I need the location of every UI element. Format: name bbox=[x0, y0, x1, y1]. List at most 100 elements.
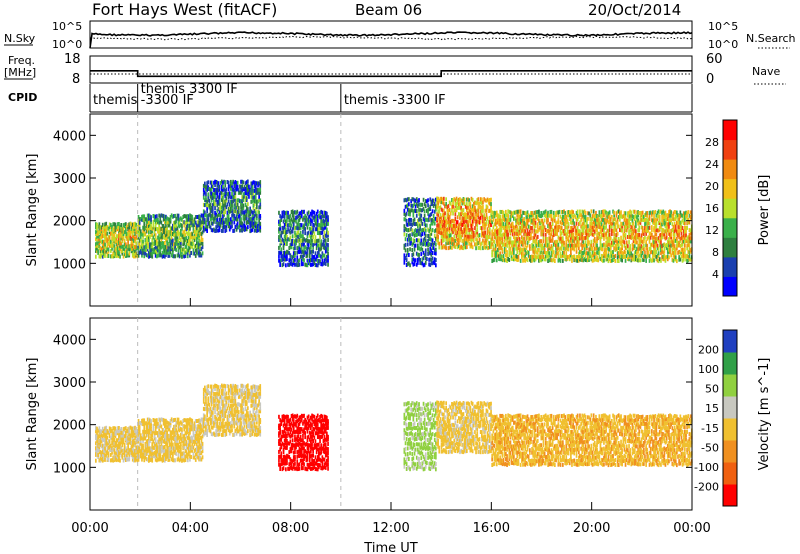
power-cell bbox=[524, 232, 527, 237]
power-cell bbox=[114, 227, 117, 232]
power-cell bbox=[543, 250, 546, 254]
power-cell bbox=[651, 218, 653, 223]
power-cell bbox=[638, 239, 641, 244]
power-cell bbox=[591, 228, 594, 232]
power-cell bbox=[583, 247, 586, 252]
power-cell bbox=[200, 234, 203, 239]
power-cell bbox=[630, 232, 633, 237]
power-cell bbox=[95, 254, 97, 259]
power-cell bbox=[422, 263, 425, 268]
power-cell bbox=[185, 238, 188, 243]
power-cell bbox=[673, 255, 676, 259]
power-cell bbox=[206, 199, 208, 204]
power-cell bbox=[632, 254, 635, 259]
power-cell bbox=[669, 209, 671, 214]
power-cell bbox=[324, 214, 327, 219]
power-cell bbox=[543, 225, 546, 230]
power-cell bbox=[501, 239, 504, 244]
power-cell bbox=[661, 214, 663, 219]
power-cell bbox=[327, 258, 329, 263]
velocity-cell bbox=[111, 458, 113, 463]
power-cell bbox=[522, 236, 524, 241]
power-cell bbox=[327, 254, 329, 259]
power-cell bbox=[204, 227, 206, 232]
power-cell bbox=[429, 246, 432, 251]
power-cell bbox=[231, 203, 233, 208]
power-cell bbox=[181, 233, 183, 238]
power-cell bbox=[168, 239, 171, 243]
power-cell bbox=[471, 219, 474, 224]
power-cell bbox=[622, 235, 625, 240]
power-cell bbox=[494, 211, 497, 216]
power-cell bbox=[433, 221, 436, 226]
power-cell bbox=[142, 225, 144, 230]
power-cell bbox=[184, 237, 187, 242]
power-cell bbox=[604, 232, 606, 237]
power-cell bbox=[321, 230, 324, 235]
power-cell bbox=[600, 213, 603, 218]
power-cell bbox=[420, 252, 423, 257]
power-cell bbox=[143, 223, 146, 228]
power-cell bbox=[541, 255, 544, 260]
power-cell bbox=[441, 231, 444, 236]
power-cell bbox=[554, 214, 556, 219]
power-cell bbox=[242, 198, 245, 203]
power-cell bbox=[160, 220, 163, 225]
power-cell bbox=[427, 208, 429, 212]
power-cell bbox=[662, 214, 665, 219]
power-cell bbox=[479, 209, 482, 214]
power-cell bbox=[598, 232, 601, 236]
power-cell bbox=[495, 243, 498, 248]
power-cell bbox=[681, 247, 684, 252]
power-cell bbox=[649, 235, 652, 240]
power-cell bbox=[166, 248, 168, 253]
power-cell bbox=[658, 226, 661, 230]
power-cell bbox=[524, 211, 527, 216]
power-cell bbox=[131, 253, 134, 258]
power-cell bbox=[138, 217, 141, 222]
power-cell bbox=[150, 230, 152, 234]
power-cell bbox=[200, 253, 203, 258]
power-cell bbox=[279, 250, 281, 255]
power-cell bbox=[428, 257, 430, 262]
power-cell bbox=[186, 231, 189, 236]
power-cell bbox=[297, 263, 300, 267]
power-cell bbox=[137, 244, 140, 249]
power-cell bbox=[165, 230, 167, 235]
power-cell bbox=[202, 192, 205, 197]
power-cell bbox=[499, 209, 501, 214]
power-cell bbox=[134, 225, 136, 229]
power-cell bbox=[139, 248, 142, 253]
power-cell bbox=[550, 217, 553, 222]
power-cell bbox=[258, 225, 260, 230]
power-cell bbox=[114, 251, 117, 256]
power-cell bbox=[300, 254, 303, 259]
velocity-cell bbox=[106, 445, 109, 450]
power-cell bbox=[297, 239, 300, 243]
power-cell bbox=[327, 215, 329, 220]
power-cell bbox=[118, 246, 120, 251]
power-cell bbox=[541, 213, 544, 218]
power-cell bbox=[597, 224, 600, 229]
power-cell bbox=[443, 218, 445, 223]
power-cell bbox=[628, 247, 630, 252]
power-cell bbox=[623, 214, 626, 219]
velocity-cell bbox=[125, 436, 127, 441]
power-cell bbox=[633, 239, 636, 244]
power-cell bbox=[224, 188, 227, 193]
power-cell bbox=[444, 211, 446, 216]
power-cell bbox=[190, 235, 192, 239]
power-cell bbox=[127, 234, 129, 239]
velocity-cell bbox=[110, 435, 112, 440]
power-cell bbox=[648, 216, 651, 221]
power-cell bbox=[599, 236, 602, 241]
power-cell bbox=[241, 202, 243, 207]
power-cell bbox=[127, 239, 129, 244]
power-cell bbox=[312, 245, 314, 250]
power-cell bbox=[609, 259, 612, 263]
power-cell bbox=[471, 204, 474, 209]
power-cell bbox=[299, 215, 302, 220]
power-cell bbox=[525, 257, 528, 262]
velocity-cell bbox=[123, 456, 126, 461]
velocity-cell bbox=[118, 436, 120, 440]
